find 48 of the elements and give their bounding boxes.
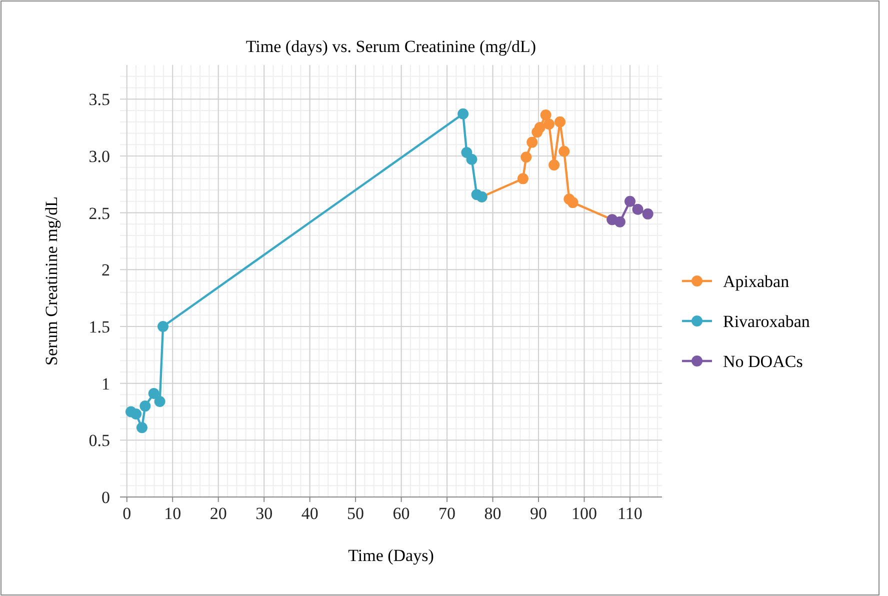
- point: [466, 154, 478, 165]
- point: [632, 204, 644, 215]
- y-tick-label: 2.5: [88, 204, 110, 223]
- x-tick-label: 10: [164, 504, 182, 523]
- x-tick-label: 100: [571, 504, 597, 523]
- point: [517, 173, 528, 184]
- x-tick-label: 50: [347, 504, 364, 523]
- point: [136, 422, 148, 434]
- point: [130, 408, 142, 420]
- y-tick-label: 0: [102, 488, 110, 507]
- legend-label: Rivaroxaban: [723, 312, 810, 331]
- point: [642, 208, 654, 220]
- x-tick-label: 70: [438, 504, 456, 523]
- x-axis-title: Time (Days): [348, 546, 434, 565]
- point: [554, 116, 566, 128]
- x-tick-label: 40: [301, 504, 318, 523]
- y-tick-label: 1.5: [88, 317, 110, 336]
- y-tick-label: 3.0: [88, 146, 110, 166]
- point: [540, 110, 552, 121]
- point: [458, 108, 469, 120]
- x-tick-label: 0: [122, 504, 132, 523]
- y-tick-label: 1: [102, 374, 110, 394]
- point: [614, 216, 626, 228]
- y-axis-title: Serum Creatinine mg/dL: [42, 196, 61, 366]
- legend-label: Apixaban: [723, 272, 790, 291]
- point: [148, 388, 160, 400]
- y-tick-label: 0.5: [88, 431, 110, 450]
- x-tick-label: 90: [530, 504, 548, 523]
- point: [520, 152, 532, 163]
- chart-title: Time (days) vs. Serum Creatinine (mg/dL): [246, 37, 536, 56]
- x-tick-label: 30: [256, 504, 273, 523]
- x-tick-label: 110: [618, 504, 642, 523]
- legend-label: No DOACs: [723, 352, 803, 371]
- point: [558, 146, 570, 157]
- point: [534, 122, 546, 134]
- point: [624, 196, 636, 207]
- point: [154, 396, 166, 408]
- y-tick-label: 2: [102, 260, 110, 280]
- y-tick-label: 3.5: [88, 90, 110, 110]
- point: [140, 400, 151, 412]
- x-tick-label: 60: [392, 504, 410, 523]
- x-tick-label: 20: [210, 504, 227, 523]
- point: [157, 320, 168, 332]
- point: [548, 160, 560, 171]
- point: [526, 136, 538, 148]
- x-tick-label: 80: [484, 504, 502, 523]
- point: [567, 197, 578, 208]
- point: [544, 118, 555, 130]
